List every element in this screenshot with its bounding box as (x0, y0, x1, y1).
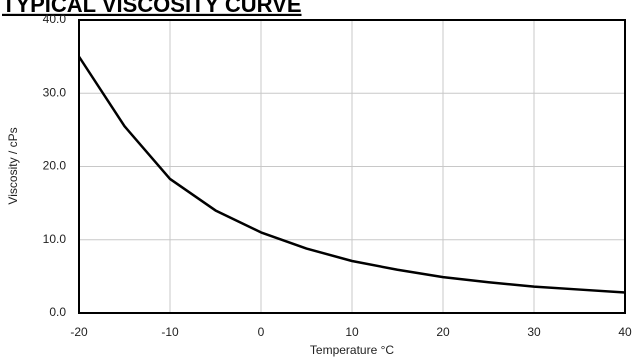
y-tick-label: 10.0 (43, 232, 67, 246)
x-tick-label: 0 (258, 325, 265, 339)
y-tick-label: 40.0 (43, 12, 67, 26)
y-tick-label: 20.0 (43, 159, 67, 173)
chart-title: TYPICAL VISCOSITY CURVE (2, 0, 302, 17)
y-axis-label: Viscosity / cPs (6, 127, 20, 204)
x-tick-label: 30 (527, 325, 541, 339)
x-tick-label: 40 (618, 325, 632, 339)
series-line (77, 55, 626, 294)
y-tick-label: 30.0 (43, 85, 67, 99)
x-axis-label: Temperature °C (310, 343, 394, 357)
plot-frame (78, 19, 626, 314)
x-tick-label: -10 (161, 325, 179, 339)
x-tick-label: 20 (436, 325, 450, 339)
x-tick-label: 10 (345, 325, 359, 339)
x-tick-label: -20 (70, 325, 88, 339)
y-tick-label: 0.0 (49, 305, 66, 319)
